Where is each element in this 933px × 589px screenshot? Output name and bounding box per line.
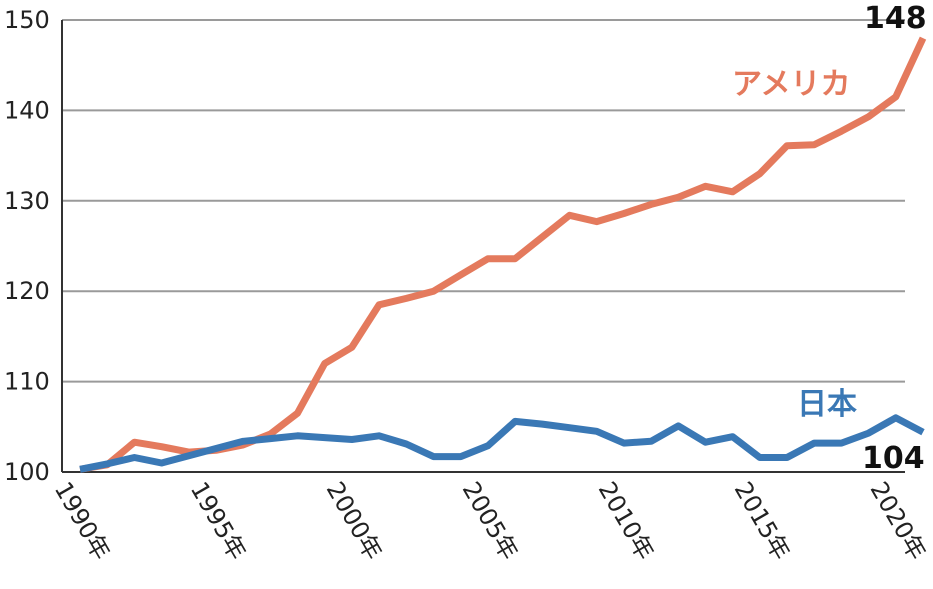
y-tick-label: 130 (4, 187, 50, 215)
series-label-japan: 日本 (797, 387, 857, 422)
end-label-japan: 104 (862, 441, 925, 476)
series-label-america: アメリカ (732, 67, 851, 102)
y-axis-ticks: 100 110 120 130 140 150 (4, 6, 50, 486)
y-tick-label: 120 (4, 277, 50, 305)
series-line-japan (79, 414, 925, 473)
x-tick-label: 2020年 (865, 477, 932, 565)
series-lines (79, 36, 927, 473)
y-tick-label: 150 (4, 6, 50, 34)
x-tick-label: 1995年 (185, 477, 252, 565)
gridlines (62, 19, 905, 473)
y-tick-label: 140 (4, 96, 50, 124)
y-tick-label: 110 (4, 368, 50, 396)
x-tick-label: 2015年 (729, 477, 796, 565)
end-label-america: 148 (864, 1, 927, 36)
x-tick-label: 2000年 (321, 477, 388, 565)
x-axis-ticks: 1990年 1995年 2000年 2005年 2010年 2015年 2020年 (49, 477, 932, 565)
x-tick-label: 1990年 (49, 477, 116, 565)
x-tick-label: 2010年 (593, 477, 660, 565)
x-tick-label: 2005年 (457, 477, 524, 565)
y-tick-label: 100 (4, 458, 50, 486)
